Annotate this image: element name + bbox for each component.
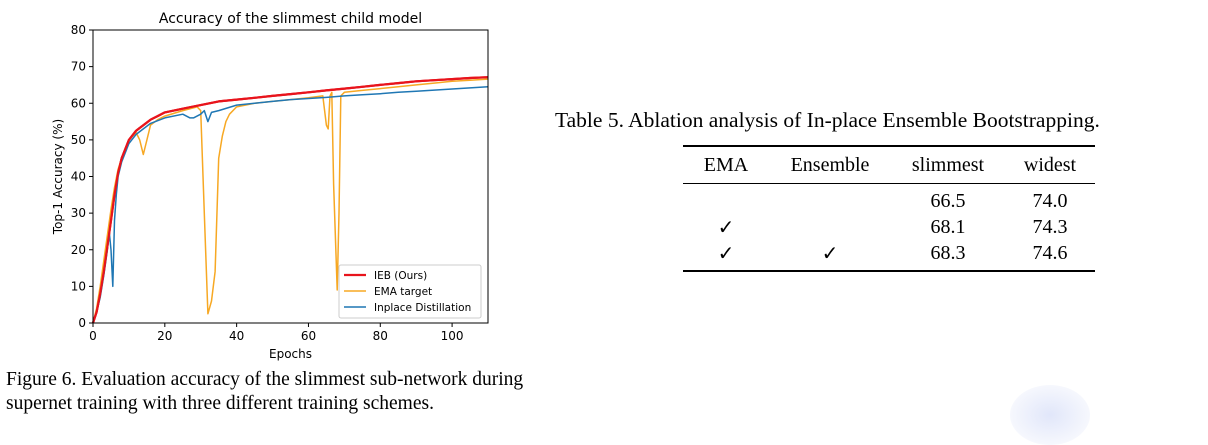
legend-label-0: IEB (Ours)	[374, 270, 427, 282]
background-smudge	[1010, 385, 1090, 445]
cell-ema	[683, 184, 769, 215]
cell-ensemble	[769, 184, 891, 215]
cell-ema: ✓	[717, 242, 735, 265]
legend-label-2: Inplace Distillation	[374, 302, 471, 314]
cell-widest: 74.6	[1032, 241, 1068, 264]
y-tick-label: 50	[71, 133, 86, 147]
y-tick-label: 30	[71, 206, 86, 220]
cell-slimmest: 68.3	[930, 241, 966, 264]
y-tick-label: 40	[71, 170, 86, 184]
table-header-row: EMA Ensemble slimmest widest	[683, 146, 1095, 184]
ablation-table: EMA Ensemble slimmest widest 66.5 74.0 ✓…	[683, 145, 1095, 272]
cell-slimmest: 66.5	[930, 189, 966, 212]
x-axis-label: Epochs	[269, 347, 312, 361]
header-ensemble: Ensemble	[790, 153, 870, 176]
header-ema: EMA	[703, 153, 749, 176]
cell-ema: ✓	[717, 216, 735, 239]
cell-widest: 74.3	[1032, 215, 1068, 238]
header-slimmest: slimmest	[911, 153, 985, 176]
table-row: ✓ 68.1 74.3	[683, 214, 1095, 240]
table-5: Table 5. Ablation analysis of In-place E…	[555, 105, 1205, 271]
cell-ensemble: ✓	[821, 242, 839, 265]
x-tick-label: 20	[157, 329, 172, 343]
table-5-caption: Table 5. Ablation analysis of In-place E…	[555, 108, 1100, 132]
x-tick-label: 60	[301, 329, 316, 343]
x-tick-label: 0	[89, 329, 97, 343]
chart-title: Accuracy of the slimmest child model	[159, 11, 422, 27]
figure-6: 0 20 40 60 80 100 0 10 20 30 40 50 60 70 80 Accuracy of…	[0, 0, 580, 425]
series-line-2	[92, 86, 489, 324]
table-row: ✓ ✓ 68.3 74.6	[683, 240, 1095, 271]
x-tick-label: 40	[229, 329, 244, 343]
accuracy-line-chart: 0 20 40 60 80 100 0 10 20 30 40 50 60 70 80 Accuracy of…	[51, 11, 489, 361]
y-tick-label: 20	[71, 243, 86, 257]
cell-slimmest: 68.1	[930, 215, 966, 238]
table-row: 66.5 74.0	[683, 184, 1095, 215]
cell-ensemble	[769, 214, 891, 240]
y-axis-label: Top-1 Accuracy (%)	[51, 119, 65, 235]
y-tick-label: 0	[78, 316, 86, 330]
y-tick-label: 60	[71, 96, 86, 110]
cell-widest: 74.0	[1032, 189, 1068, 212]
y-tick-label: 10	[71, 279, 86, 293]
figure-6-caption: Figure 6. Evaluation accuracy of the sli…	[6, 369, 524, 414]
x-tick-label: 100	[441, 329, 464, 343]
header-widest: widest	[1023, 153, 1077, 176]
y-tick-label: 80	[71, 23, 86, 37]
legend-label-1: EMA target	[374, 286, 432, 298]
y-tick-label: 70	[71, 60, 86, 74]
x-tick-label: 80	[373, 329, 388, 343]
legend-box	[338, 264, 482, 319]
series-line-ieb-top	[91, 76, 489, 324]
